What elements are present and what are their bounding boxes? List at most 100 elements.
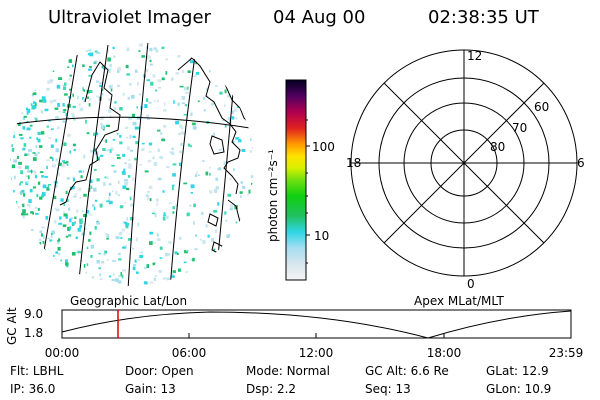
emission-pixel [106,259,109,261]
emission-pixel [104,250,107,254]
emission-pixel [94,50,98,53]
emission-pixel [127,146,130,151]
emission-pixel [158,270,162,273]
emission-pixel [213,210,218,213]
emission-pixel [85,272,87,274]
emission-pixel [10,130,15,133]
emission-pixel [18,283,23,286]
emission-pixel [98,252,101,255]
emission-pixel [15,85,20,89]
emission-pixel [27,169,30,174]
emission-pixel [225,219,228,222]
emission-pixel [24,213,29,216]
emission-pixel [42,192,46,197]
emission-pixel [131,94,135,99]
emission-pixel [86,47,90,52]
emission-pixel [262,68,264,72]
emission-pixel [15,246,18,250]
emission-pixel [32,53,37,56]
emission-pixel [35,259,38,263]
emission-pixel [77,95,79,100]
emission-pixel [45,66,48,69]
emission-pixel [260,257,262,260]
emission-pixel [132,247,135,250]
emission-pixel [66,265,69,269]
emission-pixel [100,92,104,96]
emission-pixel [118,258,122,261]
emission-pixel [186,212,190,217]
emission-pixel [40,131,45,135]
emission-pixel [187,143,191,147]
emission-pixel [121,171,126,175]
emission-pixel [23,193,26,197]
emission-pixel [55,138,58,143]
emission-pixel [13,200,18,205]
emission-pixel [85,119,87,124]
emission-pixel [8,151,10,154]
emission-pixel [161,43,164,46]
emission-pixel [23,253,27,257]
emission-pixel [80,275,84,279]
emission-pixel [234,250,236,254]
emission-pixel [231,110,234,114]
emission-pixel [89,52,94,57]
emission-pixel [240,181,243,184]
emission-pixel [211,102,214,106]
emission-pixel [195,234,197,237]
emission-pixel [161,46,165,50]
emission-pixel [144,68,149,72]
emission-pixel [23,143,27,147]
mlt-label-0: 0 [467,277,475,291]
emission-pixel [72,93,74,97]
emission-pixel [227,46,232,50]
emission-pixel [6,228,9,230]
emission-pixel [113,170,117,173]
emission-pixel [96,80,99,83]
emission-pixel [59,277,62,280]
emission-pixel [82,170,85,173]
emission-pixel [15,265,18,267]
emission-pixel [239,218,243,221]
emission-pixel [157,148,160,152]
emission-pixel [10,68,11,70]
emission-pixel [10,47,12,51]
emission-pixel [106,124,110,127]
emission-pixel [118,275,123,278]
emission-pixel [10,120,11,123]
emission-pixel [5,270,8,274]
emission-pixel [208,52,212,56]
emission-pixel [198,57,202,61]
altitude-tick-9: 9.0 [24,307,43,321]
emission-pixel [249,150,253,153]
emission-pixel [101,65,104,69]
emission-pixel [249,263,254,267]
emission-pixel [251,147,254,149]
emission-pixel [175,204,178,207]
emission-pixel [152,156,155,159]
emission-pixel [103,182,106,186]
emission-pixel [21,277,26,281]
emission-pixel [96,260,100,264]
emission-pixel [32,157,37,161]
emission-pixel [21,212,25,216]
emission-pixel [55,158,58,162]
emission-pixel [130,203,134,207]
emission-pixel [63,203,65,207]
emission-pixel [97,281,100,285]
emission-pixel [10,108,11,110]
emission-pixel [49,156,53,159]
emission-pixel [41,226,45,229]
emission-pixel [13,76,17,78]
emission-pixel [37,207,40,211]
emission-pixel [26,71,29,76]
mlat-label-60: 60 [534,100,549,114]
emission-pixel [155,89,158,92]
emission-pixel [82,87,84,91]
emission-pixel [172,163,177,166]
emission-pixel [163,124,167,128]
emission-pixel [193,75,197,77]
emission-pixel [134,157,137,161]
emission-pixel [180,131,185,135]
emission-pixel [150,81,154,86]
emission-pixel [49,63,52,66]
